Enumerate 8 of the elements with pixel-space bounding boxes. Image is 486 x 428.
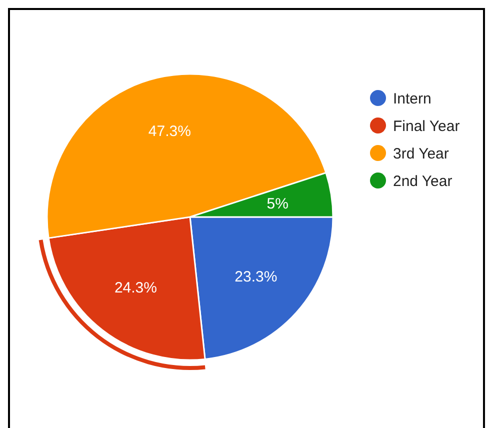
data-label: 47.3% xyxy=(148,122,191,140)
legend-label: 2nd Year xyxy=(393,172,452,190)
data-label: 5% xyxy=(266,195,288,212)
data-label: 24.3% xyxy=(114,279,157,296)
legend-label: 3rd Year xyxy=(393,145,449,162)
data-label: 23.3% xyxy=(234,268,278,286)
legend-label: Intern xyxy=(393,90,432,108)
legend-label: Final Year xyxy=(393,118,460,135)
